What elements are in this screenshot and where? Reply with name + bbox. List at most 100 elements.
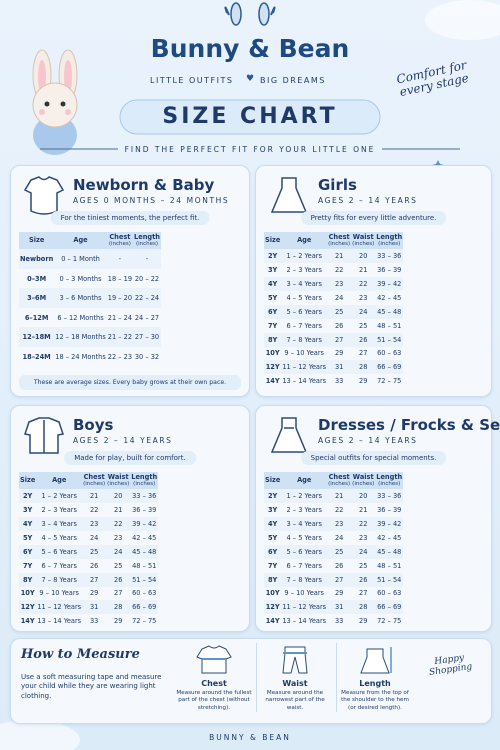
table-row: 2Y 1 – 2 Years 21 20 33 – 36 (19, 489, 159, 504)
column-name: Age (73, 236, 88, 245)
table-row: 5Y 4 – 5 Years 24 23 42 – 45 (264, 531, 403, 545)
measure-item: Length Measure from the top of the should… (336, 643, 413, 712)
table-cell: 42 – 45 (377, 533, 402, 542)
icon (270, 177, 308, 213)
measure-desc: Measure around the narrowest part of the… (265, 690, 325, 711)
table-cell: 24 (106, 544, 131, 559)
table-row: 0–3M 0 – 3 Months 18 – 19 20 – 22 (19, 269, 161, 289)
table-cell: 4Y (19, 517, 37, 531)
column-name: Waist (107, 473, 129, 481)
table-cell: 7 – 8 Years (281, 332, 328, 347)
table-cell: 27 – 30 (133, 327, 161, 347)
section-card: Girls AGES 2 – 14 YEARS Pretty fits for ev… (255, 165, 492, 397)
table-cell: 21 (114, 506, 123, 515)
table-row: 6Y 5 – 6 Years 25 24 45 – 48 (264, 304, 404, 319)
table-cell: 23 (114, 533, 123, 542)
header-row: Size Age Chest (inches) Waist (inches) Length(… (264, 472, 404, 490)
column-name: Waist (352, 473, 374, 481)
table-cell: 6 – 12 Months (57, 313, 104, 322)
section-note: Made for play, built for comfort. (64, 451, 196, 465)
table-cell: 23 (359, 293, 368, 302)
table-cell: 36 – 39 (377, 506, 402, 515)
table-cell: 12Y (19, 600, 37, 615)
table-cell: 12–18M (19, 327, 55, 347)
column-header: Length (inches) (133, 232, 161, 250)
table-cell: 27 (359, 589, 368, 598)
table-cell: 18–24M (22, 352, 51, 361)
column-header: Size (19, 232, 55, 250)
table-cell: 22 (89, 506, 99, 515)
table-cell: 12 – 18 Months (54, 327, 107, 347)
table-cell: 48 – 51 (132, 561, 157, 570)
footnote: These are average sizes. Every baby grow… (19, 375, 241, 390)
table-cell: 5 – 6 Years (281, 544, 328, 559)
table-cell: 7 – 8 Years (281, 572, 328, 587)
icon (24, 417, 64, 454)
table-cell: 36 – 39 (132, 506, 157, 515)
column-header: Size (19, 472, 37, 490)
column-header: Waist (inches) (351, 472, 376, 490)
svg-text:♥: ♥ (246, 74, 254, 84)
table-cell: 3Y (22, 506, 33, 515)
table-cell: 31 (327, 360, 352, 375)
table-cell: 2 – 3 Years (41, 506, 77, 515)
table-row: 7Y 6 – 7 Years 26 25 48 – 51 (264, 319, 403, 333)
column-name: Length (131, 473, 158, 481)
table-cell: 22 (334, 266, 344, 275)
table-cell: 9 – 10 Years (39, 589, 79, 598)
table-cell: 29 (359, 377, 368, 386)
table-cell: 5 – 6 Years (281, 304, 328, 319)
column-name: Age (297, 236, 312, 245)
table-cell: 2 – 3 Years (286, 266, 322, 275)
table-cell: 3–6M (19, 288, 55, 308)
table-cell: 3Y (267, 506, 278, 515)
table-row: 12Y 11 – 12 Years 31 28 66 – 69 (264, 360, 404, 375)
table-cell: 0–3M (27, 274, 47, 283)
table-cell: 26 (351, 332, 376, 347)
table-cell: 21 – 22 (106, 327, 134, 347)
table-cell: 22 – 24 (133, 288, 161, 308)
table-cell: 29 (334, 349, 344, 358)
column-name: Size (28, 236, 45, 245)
table-cell: 6 – 7 Years (286, 561, 322, 570)
table-cell: 3 – 4 Years (281, 517, 328, 531)
subtitle: FIND THE PERFECT FIT FOR YOUR LITTLE ONE (124, 145, 376, 154)
table-cell: 31 (82, 600, 107, 615)
table-cell: 20 – 22 (134, 274, 160, 283)
column-name: Chest (83, 473, 105, 481)
column-name: Chest (109, 233, 131, 241)
tagline: LITTLE OUTFITS (150, 76, 234, 85)
table-row: 14Y 13 – 14 Years 33 29 72 – 75 (19, 614, 158, 628)
column-header: Size (264, 472, 282, 490)
table-cell: 26 (351, 572, 376, 587)
table-row: 2Y 1 – 2 Years 21 20 33 – 36 (264, 489, 404, 504)
table-cell: 25 (327, 304, 352, 319)
table-cell: 25 (359, 321, 368, 330)
measure-icon (176, 643, 252, 679)
column-header: Age (54, 232, 107, 250)
table-cell: 33 – 36 (375, 249, 404, 264)
table-cell: 26 (106, 572, 131, 587)
table-cell: 51 – 54 (130, 572, 159, 587)
table-cell: 51 – 54 (375, 332, 404, 347)
table-cell: 48 – 51 (377, 321, 402, 330)
table-row: 2Y 1 – 2 Years 21 20 33 – 36 (264, 249, 404, 264)
measure-desc: Measure around the fullest part of the c… (176, 690, 252, 711)
table-cell: 3 – 4 Years (36, 517, 83, 531)
size-table: Size Age Chest (inches) Length (inches) Newbor… (19, 232, 161, 366)
column-unit: (inches) (378, 241, 401, 248)
column-name: Size (265, 476, 281, 485)
icon (196, 645, 232, 674)
table-cell: 3Y (267, 266, 278, 275)
table-row: 12Y 11 – 12 Years 31 28 66 – 69 (19, 600, 159, 615)
size-table: Size Age Chest (inches) Waist (inches) Length(… (264, 472, 404, 628)
column-name: Age (297, 476, 312, 485)
table-row: 3Y 2 – 3 Years 22 21 36 – 39 (264, 503, 403, 517)
table-cell: 1 – 2 Years (281, 489, 328, 504)
table-cell: 6Y (264, 544, 282, 559)
table-cell: 18 – 19 (107, 274, 133, 283)
table-cell: 4 – 5 Years (286, 293, 322, 302)
table-cell: 60 – 63 (132, 589, 157, 598)
table-cell: 9 – 10 Years (284, 589, 324, 598)
table-cell: 33 – 36 (130, 489, 159, 504)
